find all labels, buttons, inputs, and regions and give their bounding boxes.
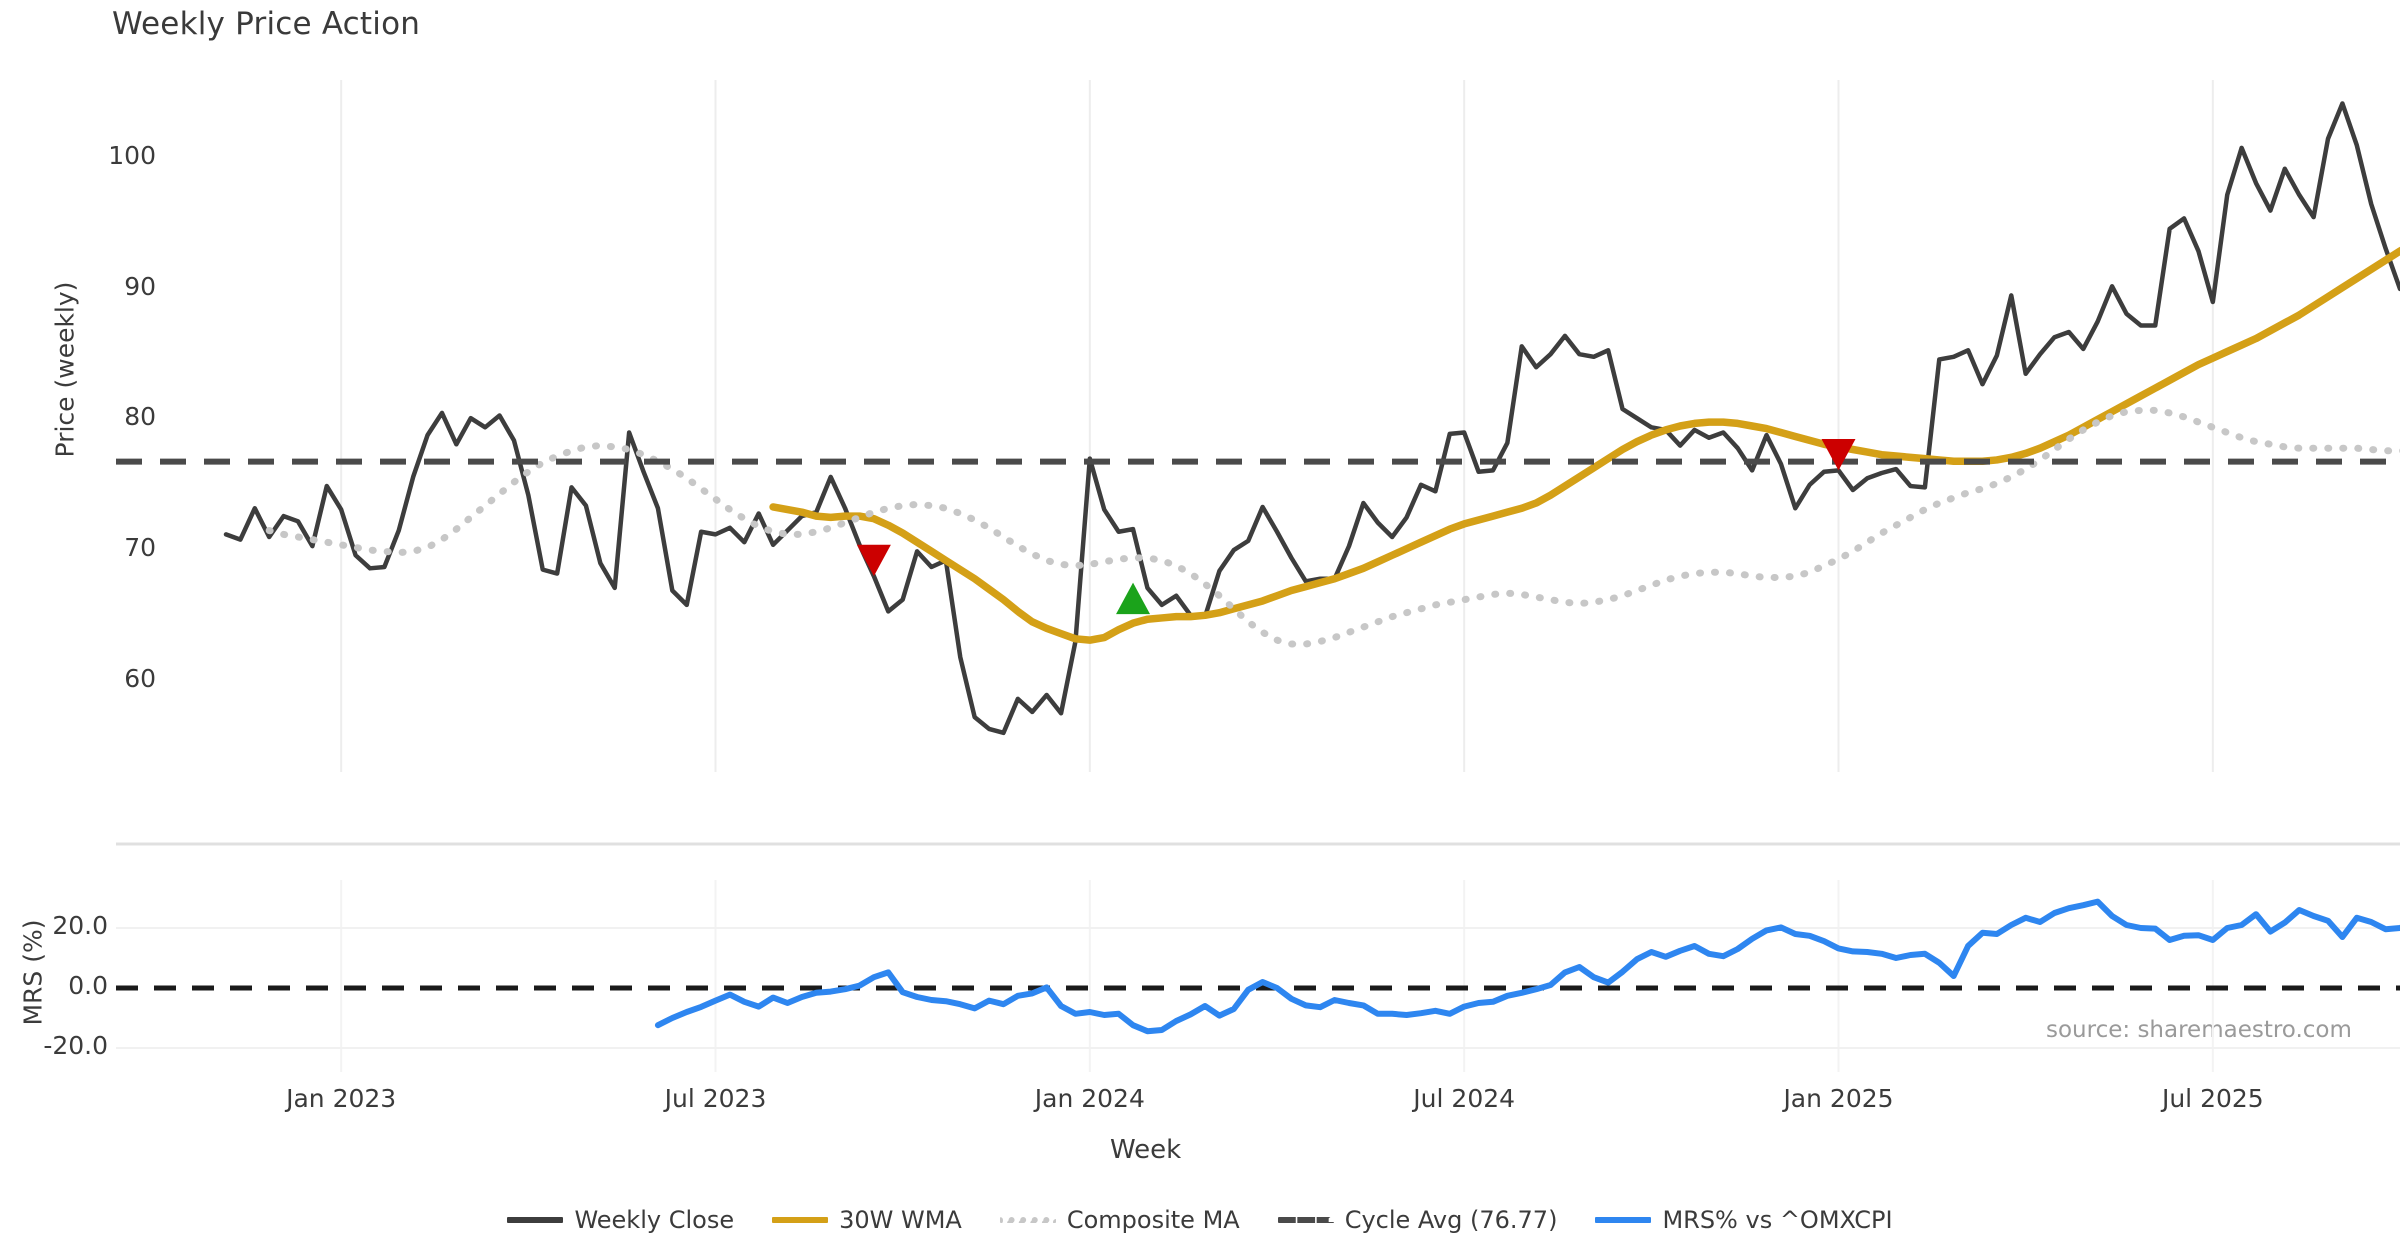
- x-tick-label: Jul 2023: [664, 1084, 767, 1113]
- x-tick-label: Jul 2025: [2161, 1084, 2264, 1113]
- x-tick-label: Jan 2025: [1783, 1084, 1894, 1113]
- source-attribution: source: sharemaestro.com: [2046, 1017, 2352, 1043]
- series-30w-wma: [769, 246, 2400, 644]
- price-y-tick-label: 90: [124, 271, 156, 301]
- legend-item[interactable]: Cycle Avg (76.77): [1277, 1206, 1558, 1234]
- legend-item[interactable]: 30W WMA: [772, 1206, 962, 1234]
- legend-label: 30W WMA: [839, 1206, 962, 1234]
- mrs-y-tick-label: -20.0: [43, 1031, 108, 1060]
- series-weekly-close: [223, 101, 2400, 736]
- series-composite-ma: [265, 406, 2400, 648]
- price-y-tick-label: 60: [124, 663, 156, 693]
- x-axis-label: Week: [1110, 1135, 1182, 1165]
- price-y-tick-label: 80: [124, 402, 156, 432]
- sell-marker-icon: [1821, 438, 1856, 471]
- legend-item[interactable]: Composite MA: [999, 1206, 1240, 1234]
- x-tick-label: Jan 2024: [1034, 1084, 1145, 1113]
- mrs-y-tick-label: 20.0: [52, 911, 108, 940]
- legend-item[interactable]: MRS% vs ^OMXCPI: [1595, 1206, 1893, 1234]
- page-title: Weekly Price Action: [112, 6, 421, 42]
- price-y-tick-label: 70: [124, 533, 156, 563]
- mrs-y-tick-label: 0.0: [68, 971, 108, 1000]
- legend-label: Composite MA: [1066, 1206, 1240, 1234]
- legend-label: Weekly Close: [574, 1206, 735, 1234]
- legend-label: Cycle Avg (76.77): [1344, 1206, 1558, 1234]
- legend-label: MRS% vs ^OMXCPI: [1662, 1206, 1893, 1234]
- series-mrs: [654, 898, 2400, 1035]
- price-y-tick-label: 100: [108, 141, 156, 171]
- x-tick-label: Jul 2024: [1413, 1084, 1516, 1113]
- buy-marker-icon: [1116, 582, 1151, 615]
- sell-marker-icon: [856, 544, 891, 577]
- legend-item[interactable]: Weekly Close: [507, 1206, 734, 1234]
- chart-legend: Weekly Close 30W WMA Composite MA Cycle Avg…: [0, 1206, 2400, 1234]
- x-tick-label: Jan 2023: [286, 1084, 397, 1113]
